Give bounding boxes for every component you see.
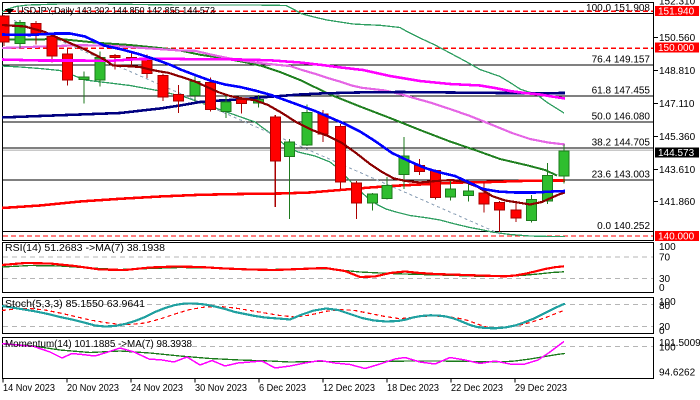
svg-text:RSI(14) 51.2683 ->MA(7) 38.19: RSI(14) 51.2683 ->MA(7) 38.1938 (5, 243, 165, 254)
svg-text:12 Dec 2023: 12 Dec 2023 (323, 383, 375, 394)
svg-text:144.573: 144.573 (658, 148, 695, 159)
svg-text:18 Dec 2023: 18 Dec 2023 (387, 383, 439, 394)
svg-text:23.6 143.003: 23.6 143.003 (592, 170, 651, 181)
svg-text:0: 0 (659, 326, 665, 337)
svg-text:150.560: 150.560 (659, 33, 696, 44)
svg-text:151.940: 151.940 (658, 7, 695, 18)
svg-text:143.610: 143.610 (659, 165, 696, 176)
svg-text:100: 100 (659, 343, 676, 354)
svg-text:76.4 149.157: 76.4 149.157 (592, 55, 651, 66)
svg-text:Momentum(14) 101.1885 ->MA(7): Momentum(14) 101.1885 ->MA(7) 98.3938 (5, 339, 192, 350)
svg-text:94.6262: 94.6262 (659, 368, 696, 379)
svg-text:70: 70 (659, 252, 671, 263)
svg-text:152.310: 152.310 (659, 0, 696, 8)
svg-text:24 Nov 2023: 24 Nov 2023 (131, 383, 183, 394)
svg-text:22 Dec 2023: 22 Dec 2023 (451, 383, 503, 394)
svg-text:Stoch(5,3,3) 85.1550 63.9641: Stoch(5,3,3) 85.1550 63.9641 (5, 299, 145, 310)
svg-text:101.5009: 101.5009 (659, 338, 700, 349)
svg-text:30: 30 (659, 274, 671, 285)
svg-text:148.810: 148.810 (659, 66, 696, 77)
svg-text:100: 100 (659, 297, 676, 308)
svg-text:0.0 140.252: 0.0 140.252 (597, 221, 650, 232)
svg-text:141.860: 141.860 (659, 197, 696, 208)
svg-text:61.8 147.455: 61.8 147.455 (592, 86, 651, 97)
svg-text:50.0 146.080: 50.0 146.080 (592, 112, 651, 123)
svg-text:20: 20 (659, 322, 671, 333)
svg-text:USDJPY,Daily 143.302 144.850: USDJPY,Daily 143.302 144.850 142.855 144… (17, 6, 215, 17)
svg-text:80: 80 (659, 301, 671, 312)
svg-text:6 Dec 2023: 6 Dec 2023 (259, 383, 306, 394)
svg-text:20 Nov 2023: 20 Nov 2023 (67, 383, 119, 394)
svg-text:147.110: 147.110 (659, 99, 695, 110)
svg-text:30 Nov 2023: 30 Nov 2023 (195, 383, 247, 394)
svg-text:140.000: 140.000 (658, 232, 695, 243)
svg-text:38.2 144.705: 38.2 144.705 (592, 138, 651, 149)
svg-text:29 Dec 2023: 29 Dec 2023 (515, 383, 567, 394)
svg-text:14 Nov 2023: 14 Nov 2023 (3, 383, 55, 394)
svg-text:100: 100 (659, 242, 676, 253)
svg-text:100.0 151.908: 100.0 151.908 (586, 3, 650, 14)
svg-text:150.000: 150.000 (658, 43, 695, 54)
svg-text:0: 0 (659, 283, 665, 294)
svg-text:145.360: 145.360 (659, 132, 696, 143)
